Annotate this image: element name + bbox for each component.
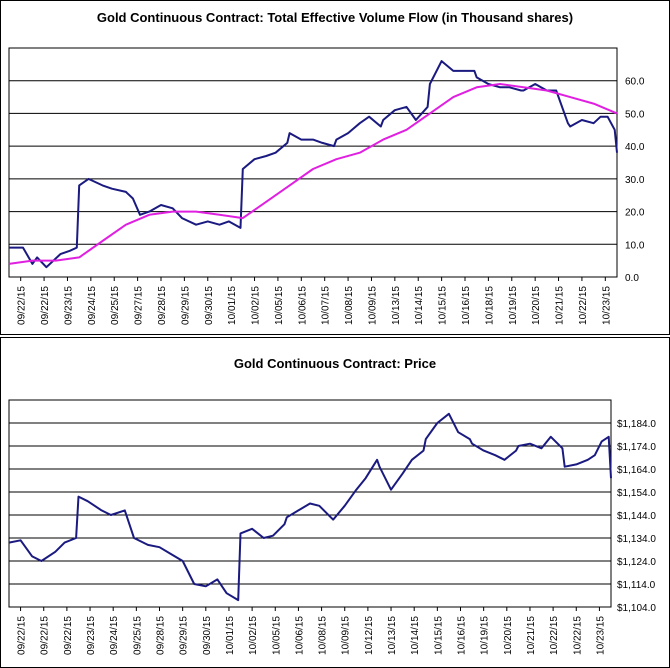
chart-title: Gold Continuous Contract: Total Effectiv… bbox=[96, 10, 574, 25]
series-line bbox=[9, 60, 618, 269]
x-tick-label: 10/19/15 bbox=[508, 286, 519, 325]
x-tick-label: 10/12/15 bbox=[364, 616, 375, 655]
y-tick-label: $1,114.0 bbox=[617, 580, 656, 591]
x-tick-label: 09/29/15 bbox=[179, 616, 190, 655]
x-tick-label: 10/16/15 bbox=[457, 616, 468, 655]
x-tick-label: 10/19/15 bbox=[480, 616, 491, 655]
plot-area-frame bbox=[8, 47, 618, 278]
y-tick-label: $1,164.0 bbox=[617, 465, 656, 476]
x-tick-label: 10/07/15 bbox=[321, 286, 332, 325]
x-tick-label: 09/30/15 bbox=[204, 286, 215, 325]
volume-flow-chart: 0.0 10.0 20.0 30.0 40.0 50.0 60.0 09/22/15 09/22… bbox=[8, 47, 645, 325]
plot-area-frame bbox=[8, 399, 612, 608]
y-tick-label: $1,104.0 bbox=[617, 603, 656, 614]
x-tick-label: 10/13/15 bbox=[391, 286, 402, 325]
x-tick-label: 10/02/15 bbox=[248, 616, 259, 655]
x-tick-label: 10/05/15 bbox=[274, 286, 285, 325]
x-tick-label: 10/06/15 bbox=[297, 286, 308, 325]
y-tick-label: $1,174.0 bbox=[617, 442, 656, 453]
x-tick-label: 10/01/15 bbox=[227, 286, 238, 325]
x-tick-label: 09/25/15 bbox=[132, 616, 143, 655]
x-tick-label: 10/21/15 bbox=[526, 616, 537, 655]
y-tick-label: 20.0 bbox=[625, 208, 645, 219]
x-tick-label: 10/09/15 bbox=[367, 286, 378, 325]
x-tick-label: 09/24/15 bbox=[87, 286, 98, 325]
y-tick-label: $1,144.0 bbox=[617, 511, 656, 522]
x-tick-label: 10/23/15 bbox=[601, 286, 612, 325]
x-tick-label: 10/22/15 bbox=[578, 286, 589, 325]
y-tick-label: 10.0 bbox=[625, 240, 645, 251]
x-tick-label: 10/22/15 bbox=[549, 616, 560, 655]
x-tick-label: 10/05/15 bbox=[271, 616, 282, 655]
x-tick-label: 09/23/15 bbox=[86, 616, 97, 655]
x-tick-label: 10/08/15 bbox=[318, 616, 329, 655]
x-tick-label: 10/14/15 bbox=[414, 286, 425, 325]
x-tick-label: 09/24/15 bbox=[109, 616, 120, 655]
x-tick-label: 09/27/15 bbox=[134, 286, 145, 325]
y-tick-label: 0.0 bbox=[625, 273, 639, 284]
x-tick-label: 10/20/15 bbox=[503, 616, 514, 655]
price-chart-panel: Gold Continuous Contract: Price $1,104.0… bbox=[0, 337, 670, 668]
y-tick-label: 30.0 bbox=[625, 175, 645, 186]
x-tick-label: 10/02/15 bbox=[251, 286, 262, 325]
x-tick-label: 10/21/15 bbox=[555, 286, 566, 325]
y-tick-label: $1,124.0 bbox=[617, 557, 656, 568]
x-tick-label: 10/08/15 bbox=[344, 286, 355, 325]
x-tick-label: 10/23/15 bbox=[595, 616, 606, 655]
y-tick-label: 50.0 bbox=[625, 109, 645, 120]
y-tick-label: $1,134.0 bbox=[617, 534, 656, 545]
x-tick-label: 09/23/15 bbox=[63, 286, 74, 325]
x-tick-label: 10/20/15 bbox=[531, 286, 542, 325]
x-tick-label: 10/15/15 bbox=[438, 286, 449, 325]
x-tick-label: 10/15/15 bbox=[433, 616, 444, 655]
x-tick-label: 10/09/15 bbox=[341, 616, 352, 655]
moving-average-line bbox=[8, 83, 618, 265]
x-tick-label: 09/28/15 bbox=[156, 616, 167, 655]
x-tick-label: 09/22/15 bbox=[17, 616, 28, 655]
x-tick-label: 09/22/15 bbox=[40, 286, 51, 325]
volume-flow-chart-panel: Gold Continuous Contract: Total Effectiv… bbox=[0, 0, 670, 335]
x-tick-label: 10/06/15 bbox=[294, 616, 305, 655]
x-tick-label: 09/22/15 bbox=[40, 616, 51, 655]
x-tick-label: 09/22/15 bbox=[63, 616, 74, 655]
x-tick-label: 10/14/15 bbox=[410, 616, 421, 655]
x-tick-label: 09/22/15 bbox=[17, 286, 28, 325]
price-chart: $1,104.0 $1,114.0 $1,124.0 $1,134.0 $1,144.0… bbox=[8, 399, 656, 655]
y-tick-label: 60.0 bbox=[625, 77, 645, 88]
x-tick-label: 09/29/15 bbox=[180, 286, 191, 325]
x-tick-label: 09/28/15 bbox=[157, 286, 168, 325]
x-tick-label: 10/01/15 bbox=[225, 616, 236, 655]
y-tick-label: $1,154.0 bbox=[617, 488, 656, 499]
x-tick-label: 10/13/15 bbox=[387, 616, 398, 655]
x-tick-label: 09/25/15 bbox=[110, 286, 121, 325]
series-line bbox=[8, 412, 612, 602]
x-tick-label: 10/18/15 bbox=[484, 286, 495, 325]
y-tick-label: $1,184.0 bbox=[617, 419, 656, 430]
y-tick-label: 40.0 bbox=[625, 142, 645, 153]
x-tick-label: 10/22/15 bbox=[572, 616, 583, 655]
chart-title: Gold Continuous Contract: Price bbox=[233, 356, 437, 371]
x-tick-label: 09/30/15 bbox=[202, 616, 213, 655]
x-tick-label: 10/16/15 bbox=[461, 286, 472, 325]
